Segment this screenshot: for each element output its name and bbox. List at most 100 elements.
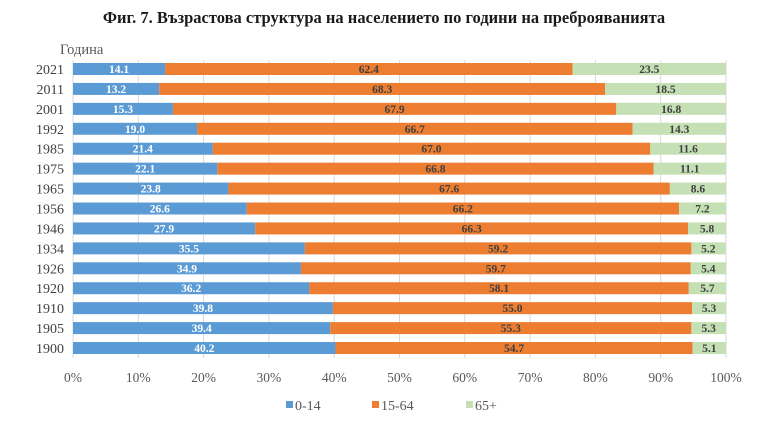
bar-segment-65+ <box>650 142 726 155</box>
bar-segment-15-64 <box>165 63 573 75</box>
data-label: 59.7 <box>486 263 506 275</box>
data-label: 39.4 <box>192 323 212 335</box>
legend-label: 0-14 <box>295 399 321 414</box>
x-tick-label: 30% <box>257 370 282 385</box>
y-tick-label: 2021 <box>36 63 64 78</box>
y-tick-label: 1934 <box>36 242 64 257</box>
bar-segment-0-14 <box>73 162 218 175</box>
data-label: 5.7 <box>700 283 715 295</box>
bar-segment-0-14 <box>73 242 305 255</box>
data-label: 16.8 <box>661 104 681 116</box>
bar-segment-15-64 <box>332 302 693 315</box>
legend-label: 65+ <box>475 399 497 414</box>
bar-segment-15-64 <box>330 322 692 335</box>
y-tick-label: 1946 <box>36 222 64 237</box>
bar-segment-65+ <box>692 302 726 315</box>
bar-segment-65+ <box>616 102 726 115</box>
data-label: 13.2 <box>106 84 126 96</box>
y-tick-label: 1975 <box>36 163 64 178</box>
data-label: 18.5 <box>656 84 676 96</box>
legend-item-0-14: 0-14 <box>286 399 321 414</box>
data-label: 55.3 <box>501 323 521 335</box>
bar-segment-65+ <box>632 122 726 135</box>
data-label: 5.4 <box>701 263 716 275</box>
bar-segment-0-14 <box>73 202 247 215</box>
x-tick-label: 10% <box>126 370 151 385</box>
bar-segment-15-64 <box>217 162 654 175</box>
bar-segment-0-14 <box>73 122 198 135</box>
data-label: 21.4 <box>133 144 153 156</box>
y-tick-label: 1910 <box>36 302 64 317</box>
bar-segment-0-14 <box>73 102 173 115</box>
data-label: 68.3 <box>372 84 392 96</box>
data-label: 5.8 <box>700 223 715 235</box>
data-label: 15.3 <box>113 104 133 116</box>
data-label: 67.9 <box>385 104 405 116</box>
chart-title: Фиг. 7. Възрастова структура на населени… <box>102 8 666 27</box>
legend-swatch <box>372 401 379 408</box>
bar-segment-65+ <box>605 82 726 95</box>
y-tick-label: 2001 <box>36 103 64 118</box>
y-axis-label: Година <box>60 42 104 58</box>
data-label: 5.2 <box>701 243 716 255</box>
bar-segment-0-14 <box>73 322 331 335</box>
data-label: 36.2 <box>181 283 201 295</box>
x-tick-label: 70% <box>518 370 543 385</box>
y-tick-label: 1985 <box>36 143 64 158</box>
bar-segment-65+ <box>690 262 726 275</box>
data-label: 40.2 <box>194 343 214 355</box>
data-label: 67.0 <box>421 144 441 156</box>
bar-segment-0-14 <box>73 222 256 235</box>
legend-item-65+: 65+ <box>466 399 497 414</box>
bar-segment-15-64 <box>304 242 692 255</box>
data-label: 5.3 <box>702 303 717 315</box>
bar-segment-15-64 <box>212 142 651 155</box>
bar-segment-15-64 <box>335 342 693 355</box>
x-tick-label: 80% <box>583 370 608 385</box>
bar-segment-15-64 <box>309 282 689 295</box>
bar-segment-0-14 <box>73 82 160 95</box>
bar-segment-15-64 <box>246 202 679 215</box>
data-label: 11.1 <box>680 164 700 176</box>
data-label: 5.3 <box>702 323 717 335</box>
y-axis-ticks: 2021 2011 2001 1992 1985 1975 1965 1956 1946 1934… <box>36 63 64 357</box>
x-axis-ticks: 0% 10% 20% 30% 40% 50% 60% 70% 80% 90% 100% <box>64 370 742 385</box>
data-label: 54.7 <box>504 343 524 355</box>
data-label: 23.8 <box>141 184 161 196</box>
bar-segment-65+ <box>653 162 726 175</box>
bar-segment-65+ <box>692 342 726 355</box>
data-label: 39.8 <box>193 303 213 315</box>
x-tick-label: 0% <box>64 370 82 385</box>
data-label: 55.0 <box>502 303 522 315</box>
data-label: 66.7 <box>405 124 425 136</box>
data-label: 23.5 <box>639 64 659 76</box>
x-tick-label: 50% <box>387 370 412 385</box>
x-tick-label: 60% <box>452 370 477 385</box>
bar-segment-15-64 <box>172 102 617 115</box>
data-label: 62.4 <box>359 64 379 76</box>
data-label: 19.0 <box>125 124 145 136</box>
data-label: 7.2 <box>695 204 710 216</box>
y-tick-label: 1905 <box>36 322 64 337</box>
bars: 14.1 62.4 23.5 13.2 68.3 18.5 15.3 67.9 16.8 19.0… <box>73 63 726 355</box>
legend-swatch <box>286 401 293 408</box>
data-label: 11.6 <box>678 144 698 156</box>
data-label: 14.1 <box>109 64 129 76</box>
data-label: 59.2 <box>488 243 508 255</box>
data-label: 58.1 <box>489 283 509 295</box>
bar-segment-15-64 <box>300 262 691 275</box>
bar-segment-0-14 <box>73 63 166 75</box>
x-tick-label: 40% <box>322 370 347 385</box>
legend: 0-14 15-64 65+ <box>286 399 497 414</box>
y-tick-label: 1920 <box>36 282 64 297</box>
x-tick-label: 90% <box>648 370 673 385</box>
bar-segment-65+ <box>688 282 726 295</box>
bar-segment-65+ <box>572 63 726 75</box>
bar-segment-15-64 <box>197 122 633 135</box>
bar-segment-65+ <box>669 182 726 195</box>
y-tick-label: 2011 <box>37 83 64 98</box>
bar-segment-65+ <box>691 322 726 335</box>
x-tick-label: 100% <box>710 370 742 385</box>
y-tick-label: 1992 <box>36 123 64 138</box>
legend-item-15-64: 15-64 <box>372 399 414 414</box>
